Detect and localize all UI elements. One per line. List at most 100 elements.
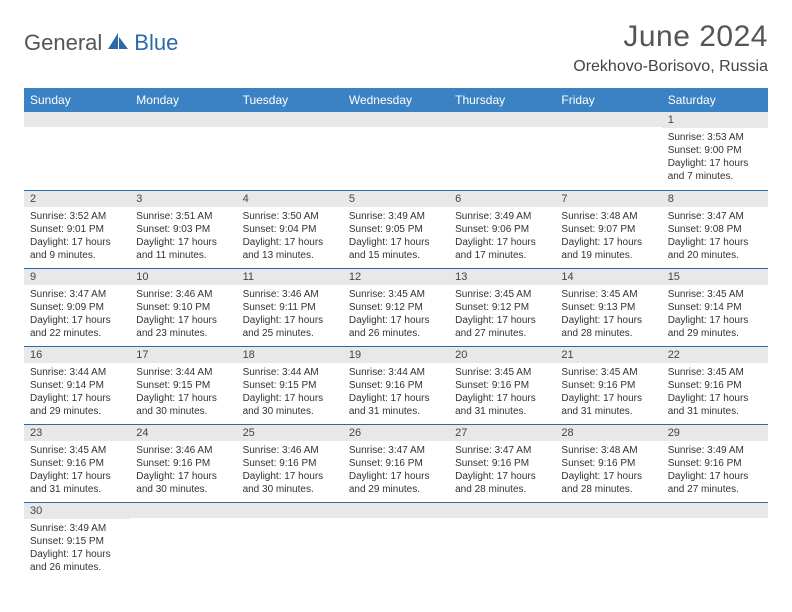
day-body: Sunrise: 3:45 AMSunset: 9:12 PMDaylight:… — [343, 285, 449, 344]
day-number: 14 — [555, 269, 661, 285]
day-body: Sunrise: 3:53 AMSunset: 9:00 PMDaylight:… — [662, 128, 768, 187]
calendar-cell — [555, 112, 661, 190]
sunset-text: Sunset: 9:16 PM — [136, 457, 230, 470]
sunrise-text: Sunrise: 3:44 AM — [30, 366, 124, 379]
day-body: Sunrise: 3:50 AMSunset: 9:04 PMDaylight:… — [237, 207, 343, 266]
day-number: 6 — [449, 191, 555, 207]
day-body — [343, 127, 449, 177]
day-body: Sunrise: 3:49 AMSunset: 9:05 PMDaylight:… — [343, 207, 449, 266]
day-number: 2 — [24, 191, 130, 207]
calendar-week-row: 9Sunrise: 3:47 AMSunset: 9:09 PMDaylight… — [24, 268, 768, 346]
sunrise-text: Sunrise: 3:52 AM — [30, 210, 124, 223]
sunrise-text: Sunrise: 3:45 AM — [668, 288, 762, 301]
day-number: 4 — [237, 191, 343, 207]
sunset-text: Sunset: 9:16 PM — [561, 379, 655, 392]
day-body: Sunrise: 3:45 AMSunset: 9:16 PMDaylight:… — [449, 363, 555, 422]
calendar-cell: 6Sunrise: 3:49 AMSunset: 9:06 PMDaylight… — [449, 190, 555, 268]
calendar-cell: 9Sunrise: 3:47 AMSunset: 9:09 PMDaylight… — [24, 268, 130, 346]
month-title: June 2024 — [573, 20, 768, 54]
day-number — [555, 112, 661, 127]
day-number: 11 — [237, 269, 343, 285]
sunset-text: Sunset: 9:13 PM — [561, 301, 655, 314]
day-number — [449, 112, 555, 127]
logo-text-blue: Blue — [134, 30, 178, 56]
sunset-text: Sunset: 9:14 PM — [30, 379, 124, 392]
calendar-cell: 2Sunrise: 3:52 AMSunset: 9:01 PMDaylight… — [24, 190, 130, 268]
calendar-cell — [449, 502, 555, 580]
day-number: 16 — [24, 347, 130, 363]
calendar-cell: 28Sunrise: 3:48 AMSunset: 9:16 PMDayligh… — [555, 424, 661, 502]
calendar-cell: 29Sunrise: 3:49 AMSunset: 9:16 PMDayligh… — [662, 424, 768, 502]
sunset-text: Sunset: 9:10 PM — [136, 301, 230, 314]
day-number: 28 — [555, 425, 661, 441]
sunset-text: Sunset: 9:05 PM — [349, 223, 443, 236]
sunrise-text: Sunrise: 3:45 AM — [455, 288, 549, 301]
logo: General Blue — [24, 20, 178, 56]
calendar-cell: 25Sunrise: 3:46 AMSunset: 9:16 PMDayligh… — [237, 424, 343, 502]
sunset-text: Sunset: 9:16 PM — [30, 457, 124, 470]
day-body: Sunrise: 3:47 AMSunset: 9:08 PMDaylight:… — [662, 207, 768, 266]
sunrise-text: Sunrise: 3:47 AM — [668, 210, 762, 223]
day-number: 30 — [24, 503, 130, 519]
day-number — [130, 503, 236, 518]
sunset-text: Sunset: 9:08 PM — [668, 223, 762, 236]
daylight-text: Daylight: 17 hours and 28 minutes. — [561, 470, 655, 496]
day-body: Sunrise: 3:49 AMSunset: 9:06 PMDaylight:… — [449, 207, 555, 266]
sunset-text: Sunset: 9:15 PM — [243, 379, 337, 392]
day-body: Sunrise: 3:46 AMSunset: 9:16 PMDaylight:… — [130, 441, 236, 500]
day-number: 7 — [555, 191, 661, 207]
calendar-cell: 4Sunrise: 3:50 AMSunset: 9:04 PMDaylight… — [237, 190, 343, 268]
sunset-text: Sunset: 9:16 PM — [243, 457, 337, 470]
calendar-cell: 14Sunrise: 3:45 AMSunset: 9:13 PMDayligh… — [555, 268, 661, 346]
day-number — [237, 112, 343, 127]
calendar-cell: 7Sunrise: 3:48 AMSunset: 9:07 PMDaylight… — [555, 190, 661, 268]
calendar-cell — [24, 112, 130, 190]
day-body: Sunrise: 3:47 AMSunset: 9:16 PMDaylight:… — [449, 441, 555, 500]
calendar-cell: 16Sunrise: 3:44 AMSunset: 9:14 PMDayligh… — [24, 346, 130, 424]
day-body: Sunrise: 3:48 AMSunset: 9:16 PMDaylight:… — [555, 441, 661, 500]
sunset-text: Sunset: 9:06 PM — [455, 223, 549, 236]
day-number: 19 — [343, 347, 449, 363]
day-number: 24 — [130, 425, 236, 441]
daylight-text: Daylight: 17 hours and 30 minutes. — [243, 470, 337, 496]
sunset-text: Sunset: 9:03 PM — [136, 223, 230, 236]
sunset-text: Sunset: 9:11 PM — [243, 301, 337, 314]
sunrise-text: Sunrise: 3:47 AM — [455, 444, 549, 457]
day-body: Sunrise: 3:51 AMSunset: 9:03 PMDaylight:… — [130, 207, 236, 266]
day-number: 29 — [662, 425, 768, 441]
day-number: 26 — [343, 425, 449, 441]
daylight-text: Daylight: 17 hours and 30 minutes. — [243, 392, 337, 418]
sunrise-text: Sunrise: 3:44 AM — [243, 366, 337, 379]
sunrise-text: Sunrise: 3:50 AM — [243, 210, 337, 223]
calendar-cell — [343, 112, 449, 190]
daylight-text: Daylight: 17 hours and 31 minutes. — [349, 392, 443, 418]
daylight-text: Daylight: 17 hours and 9 minutes. — [30, 236, 124, 262]
day-body: Sunrise: 3:45 AMSunset: 9:14 PMDaylight:… — [662, 285, 768, 344]
day-body: Sunrise: 3:46 AMSunset: 9:11 PMDaylight:… — [237, 285, 343, 344]
calendar-week-row: 23Sunrise: 3:45 AMSunset: 9:16 PMDayligh… — [24, 424, 768, 502]
sunset-text: Sunset: 9:12 PM — [349, 301, 443, 314]
calendar-cell: 10Sunrise: 3:46 AMSunset: 9:10 PMDayligh… — [130, 268, 236, 346]
calendar-week-row: 16Sunrise: 3:44 AMSunset: 9:14 PMDayligh… — [24, 346, 768, 424]
daylight-text: Daylight: 17 hours and 26 minutes. — [30, 548, 124, 574]
day-body — [130, 127, 236, 177]
day-body: Sunrise: 3:44 AMSunset: 9:15 PMDaylight:… — [237, 363, 343, 422]
calendar-week-row: 2Sunrise: 3:52 AMSunset: 9:01 PMDaylight… — [24, 190, 768, 268]
weekday-monday: Monday — [130, 88, 236, 112]
day-body: Sunrise: 3:45 AMSunset: 9:12 PMDaylight:… — [449, 285, 555, 344]
day-number: 17 — [130, 347, 236, 363]
calendar-cell: 23Sunrise: 3:45 AMSunset: 9:16 PMDayligh… — [24, 424, 130, 502]
daylight-text: Daylight: 17 hours and 25 minutes. — [243, 314, 337, 340]
calendar-cell: 12Sunrise: 3:45 AMSunset: 9:12 PMDayligh… — [343, 268, 449, 346]
day-number: 23 — [24, 425, 130, 441]
sunset-text: Sunset: 9:12 PM — [455, 301, 549, 314]
calendar-cell: 17Sunrise: 3:44 AMSunset: 9:15 PMDayligh… — [130, 346, 236, 424]
daylight-text: Daylight: 17 hours and 13 minutes. — [243, 236, 337, 262]
day-body: Sunrise: 3:45 AMSunset: 9:16 PMDaylight:… — [662, 363, 768, 422]
day-number — [343, 503, 449, 518]
calendar-cell: 24Sunrise: 3:46 AMSunset: 9:16 PMDayligh… — [130, 424, 236, 502]
daylight-text: Daylight: 17 hours and 22 minutes. — [30, 314, 124, 340]
day-number — [555, 503, 661, 518]
sunrise-text: Sunrise: 3:44 AM — [349, 366, 443, 379]
day-number — [449, 503, 555, 518]
